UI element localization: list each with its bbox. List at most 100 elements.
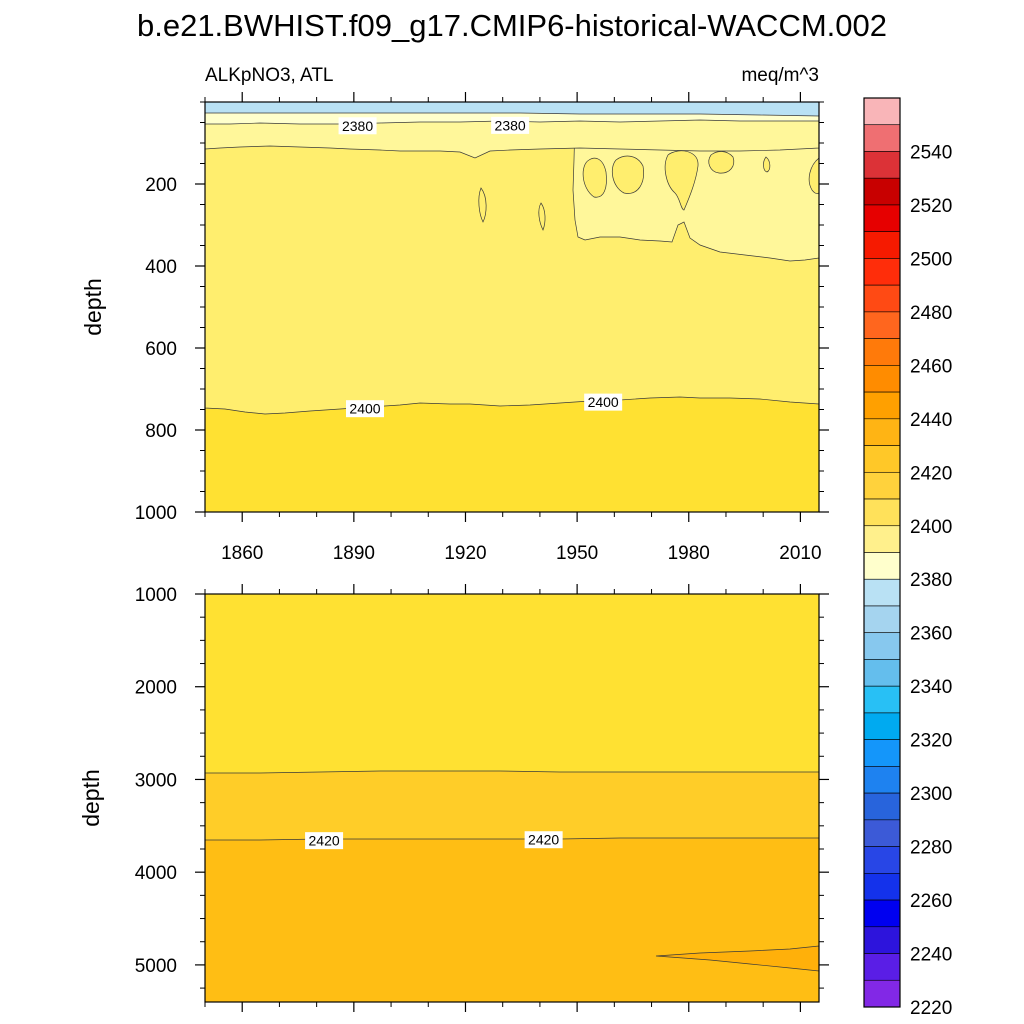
- colorbar-swatch: [863, 311, 901, 339]
- upper-pocket-8: [538, 202, 546, 231]
- upper-pocket-3: [664, 150, 699, 211]
- colorbar-swatch: [863, 365, 901, 393]
- upper-contour-label-box: [584, 393, 623, 411]
- lower-contour-label: 2420: [309, 833, 340, 849]
- colorbar-swatch: [863, 578, 901, 607]
- colorbar-swatch: [863, 979, 901, 1008]
- colorbar: 2540 2520 2500 2480 2460 2440 2420 2400 2380 2360…: [863, 97, 952, 1019]
- colorbar-frame: [863, 97, 901, 1008]
- colorbar-swatch: [863, 605, 901, 634]
- upper-contour-label: 2380: [342, 118, 373, 134]
- lower-axes: 1000 2000 3000 4000 5000: [135, 584, 829, 1012]
- lower-contour-label: 2420: [528, 832, 559, 848]
- lower-level-2430-2440: [655, 945, 819, 972]
- upper-axes: 1860 1890 1920 1950 1980 2010 200 400 600 800 1000: [135, 92, 829, 564]
- upper-contour-label: 2380: [495, 117, 526, 133]
- colorbar-swatch: [863, 258, 901, 286]
- colorbar-label: 2480: [910, 303, 952, 324]
- colorbar-swatch: [863, 632, 901, 660]
- colorbar-swatch: [863, 498, 901, 527]
- lower-y-tick-label: 3000: [135, 770, 177, 791]
- colorbar-swatch: [863, 177, 901, 206]
- colorbar-swatch: [863, 873, 901, 901]
- upper-contour-label-box: [338, 117, 377, 135]
- lower-y-tick-label: 5000: [135, 956, 177, 977]
- upper-y-axis-title: depth: [80, 278, 106, 336]
- colorbar-swatch: [863, 846, 901, 874]
- upper-pocket-1: [582, 157, 607, 198]
- upper-pocket-2: [611, 155, 644, 194]
- colorbar-label: 2240: [910, 945, 952, 966]
- upper-y-tick-label: 1000: [135, 503, 177, 524]
- units-label: meq/m^3: [741, 65, 819, 86]
- upper-contour-label: 2400: [588, 394, 619, 410]
- colorbar-swatch: [863, 338, 901, 366]
- colorbar-label: 2220: [910, 998, 952, 1019]
- upper-x-tick-label: 1920: [444, 543, 486, 564]
- chart-title: b.e21.BWHIST.f09_g17.CMIP6-historical-WA…: [137, 8, 887, 43]
- colorbar-swatch: [863, 953, 901, 981]
- upper-panel: 2380 2380 2400 2400 1860 1890 1920 1950 1980 201…: [80, 92, 829, 564]
- lower-y-tick-label: 1000: [135, 585, 177, 606]
- colorbar-swatch: [863, 204, 901, 232]
- lower-panel: 2420 2420 1000 2000 3000 4000 5000 depth: [78, 584, 829, 1012]
- upper-y-tick-label: 200: [145, 175, 177, 196]
- lower-y-tick-label: 4000: [135, 863, 177, 884]
- upper-pocket-6: [808, 157, 819, 194]
- lower-contour-label-box: [305, 832, 344, 850]
- lower-y-axis-title: depth: [78, 769, 104, 827]
- upper-x-tick-label: 1890: [333, 543, 375, 564]
- colorbar-label: 2340: [910, 677, 952, 698]
- colorbar-label: 2260: [910, 891, 952, 912]
- lower-contour-labels: 2420 2420: [305, 831, 563, 850]
- colorbar-swatch: [863, 97, 901, 126]
- upper-x-tick-label: 1950: [556, 543, 598, 564]
- colorbar-swatch: [863, 151, 901, 179]
- colorbar-swatch: [863, 659, 901, 687]
- colorbar-label: 2540: [910, 142, 952, 163]
- upper-contour-label-box: [346, 400, 385, 418]
- lower-contour-fills: [205, 594, 819, 1002]
- colorbar-label: 2400: [910, 517, 952, 538]
- colorbar-swatch: [863, 926, 901, 954]
- colorbar-swatch: [863, 899, 901, 928]
- colorbar-swatch: [863, 471, 901, 500]
- upper-contour-labels: 2380 2380 2400 2400: [338, 116, 623, 418]
- colorbar-swatch: [863, 391, 901, 420]
- upper-x-tick-label: 2010: [779, 543, 821, 564]
- upper-level-2360-2370: [205, 102, 819, 117]
- upper-contour-label-box: [491, 116, 530, 134]
- colorbar-swatch: [863, 552, 901, 580]
- upper-pocket-4: [708, 151, 735, 174]
- colorbar-label: 2460: [910, 356, 952, 377]
- lower-contour-label-box: [524, 831, 563, 849]
- colorbar-swatch: [863, 284, 901, 313]
- colorbar-label: 2300: [910, 784, 952, 805]
- upper-pocket-5: [763, 156, 771, 173]
- colorbar-swatch: [863, 819, 901, 847]
- colorbar-swatch: [863, 445, 901, 473]
- upper-contour-label: 2400: [349, 401, 380, 417]
- colorbar-label: 2380: [910, 570, 952, 591]
- colorbar-swatch: [863, 124, 901, 152]
- colorbar-label: 2520: [910, 196, 952, 217]
- upper-y-tick-label: 400: [145, 257, 177, 278]
- colorbar-swatch: [863, 712, 901, 740]
- upper-y-tick-label: 800: [145, 421, 177, 442]
- upper-pocket-7: [478, 187, 487, 223]
- colorbar-swatch: [863, 231, 901, 259]
- colorbar-swatch: [863, 525, 901, 553]
- upper-x-tick-label: 1860: [221, 543, 263, 564]
- upper-x-tick-label: 1980: [668, 543, 710, 564]
- colorbar-swatch: [863, 766, 901, 794]
- colorbar-swatch: [863, 739, 901, 767]
- colorbar-label: 2320: [910, 731, 952, 752]
- lower-level-2420-2430: [205, 837, 819, 1002]
- colorbar-label: 2440: [910, 410, 952, 431]
- colorbar-swatch: [863, 792, 901, 821]
- upper-y-tick-label: 600: [145, 339, 177, 360]
- colorbar-swatch: [863, 685, 901, 714]
- colorbar-label: 2280: [910, 838, 952, 859]
- colorbar-label: 2360: [910, 624, 952, 645]
